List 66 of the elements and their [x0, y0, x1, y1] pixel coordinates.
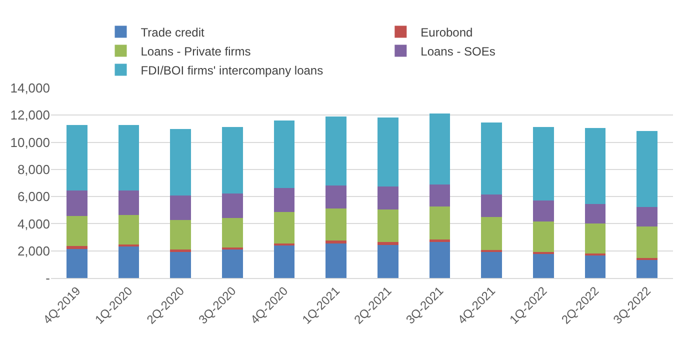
- bar: [66, 248, 88, 278]
- bar: [636, 260, 658, 278]
- bar: [118, 246, 140, 278]
- bar: [429, 114, 450, 184]
- bar: [378, 186, 398, 210]
- bar: [274, 243, 295, 246]
- bar: [326, 243, 346, 278]
- legend-label: Eurobond: [420, 25, 473, 40]
- bar: [533, 200, 554, 222]
- bar: [274, 212, 295, 244]
- y-tick-label: 2,000: [17, 243, 50, 258]
- bar: [533, 126, 554, 201]
- y-tick-label: 6,000: [17, 189, 50, 204]
- bar: [118, 190, 140, 215]
- bar: [274, 246, 295, 278]
- bar: [378, 242, 398, 245]
- bar: [326, 208, 346, 241]
- bar: [66, 246, 88, 249]
- bar: [222, 218, 243, 248]
- bar: [274, 120, 295, 188]
- legend-label: Trade credit: [140, 25, 206, 40]
- bar: [170, 196, 191, 220]
- bar: [481, 252, 502, 278]
- bar: [222, 250, 243, 278]
- bar: [533, 254, 554, 278]
- bar: [118, 124, 140, 190]
- bar: [429, 241, 450, 278]
- bar: [429, 206, 450, 240]
- bar: [326, 240, 346, 244]
- bar: [481, 216, 502, 250]
- y-tick-label: -: [46, 270, 50, 286]
- bar: [378, 118, 398, 186]
- bar: [584, 256, 606, 278]
- legend-label: FDI/BOI firms' intercompany loans: [140, 63, 324, 78]
- bar: [584, 128, 606, 204]
- y-tick-label: 12,000: [10, 108, 50, 123]
- bar: [118, 244, 140, 247]
- bar: [584, 204, 606, 224]
- bar: [170, 220, 191, 250]
- bar: [378, 244, 398, 278]
- bar: [481, 194, 502, 217]
- bar: [378, 210, 398, 242]
- bar: [66, 124, 88, 190]
- bar: [533, 221, 554, 252]
- bar: [274, 188, 295, 212]
- y-tick-label: 8,000: [17, 162, 50, 177]
- bar: [326, 116, 346, 186]
- y-tick-label: 10,000: [10, 134, 50, 150]
- bar: [222, 126, 243, 194]
- y-tick-label: 4,000: [17, 216, 50, 232]
- legend-label: Loans - SOEs: [420, 44, 496, 58]
- bar: [636, 130, 658, 207]
- legend-label: Loans - Private firms: [140, 44, 251, 58]
- y-tick-label: 14,000: [10, 80, 50, 96]
- bar: [170, 128, 191, 196]
- bar: [636, 226, 658, 258]
- bar: [429, 184, 450, 206]
- bar: [170, 252, 191, 278]
- bar: [326, 185, 346, 209]
- bar: [636, 206, 658, 226]
- bar: [66, 190, 88, 216]
- bar: [118, 214, 140, 244]
- bar: [222, 194, 243, 218]
- bar: [481, 122, 502, 195]
- bar: [584, 223, 606, 254]
- bar: [66, 216, 88, 246]
